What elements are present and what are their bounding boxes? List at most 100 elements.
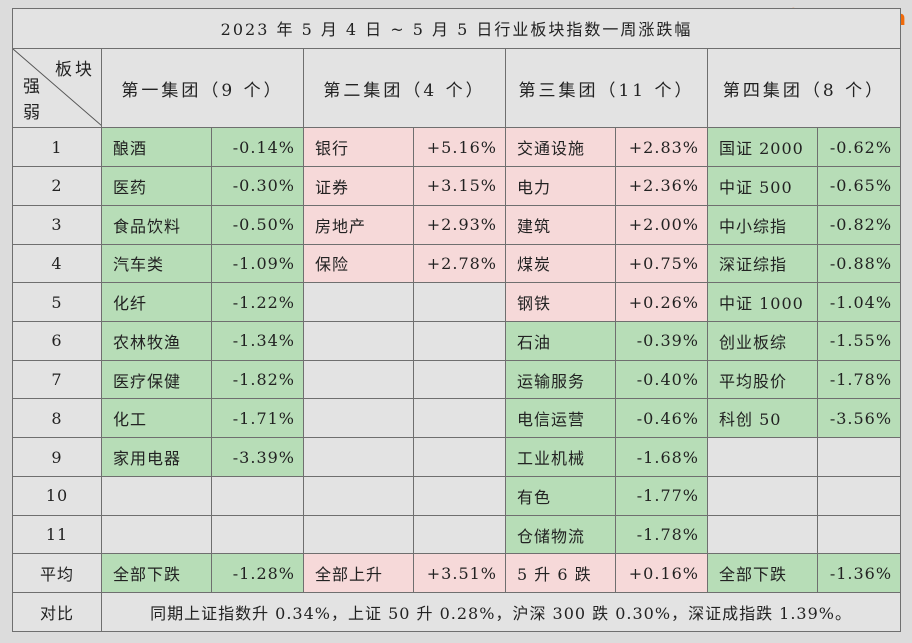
sector-change-cell: -1.77% [615, 475, 708, 516]
rank-cell: 2 [12, 166, 102, 206]
sector-change-cell: -3.56% [816, 398, 902, 439]
sector-name-cell: 钢铁 [505, 282, 616, 322]
sector-name-cell: 仓储物流 [505, 514, 616, 555]
sector-change-cell: +2.78% [413, 243, 506, 284]
sector-name-cell: 农林牧渔 [101, 320, 212, 361]
sector-name-cell [707, 475, 818, 516]
sector-change-cell: -3.39% [211, 437, 304, 477]
average-summary-cell: 全部下跌 [707, 553, 818, 594]
sector-name-cell: 医疗保健 [101, 359, 212, 400]
sector-name-cell: 交通设施 [505, 127, 616, 168]
rank-cell: 10 [12, 475, 102, 516]
table-row: 1 酿酒 -0.14% 银行 +5.16% 交通设施 +2.83% 国证 2000 -0.62% [12, 127, 902, 168]
sector-name-cell [303, 282, 414, 322]
sector-name-cell: 中证 500 [707, 166, 818, 206]
sector-name-cell: 房地产 [303, 204, 414, 245]
sector-change-cell: -1.68% [615, 437, 708, 477]
sector-change-cell [413, 320, 506, 361]
sector-name-cell [303, 398, 414, 439]
sector-name-cell: 运输服务 [505, 359, 616, 400]
group-header-4: 第四集团（8 个） [706, 47, 902, 129]
sector-change-cell: +0.75% [615, 243, 708, 284]
sector-name-cell: 汽车类 [101, 243, 212, 284]
sector-change-cell: +3.15% [413, 166, 506, 206]
sector-name-cell [303, 437, 414, 477]
sector-change-cell [816, 514, 902, 555]
corner-header: 板块 强 弱 [12, 47, 102, 129]
sector-change-cell [413, 282, 506, 322]
table-row: 9 家用电器 -3.39% 工业机械 -1.68% [12, 437, 902, 477]
sector-change-cell: -1.71% [211, 398, 304, 439]
sector-name-cell: 科创 50 [707, 398, 818, 439]
sector-name-cell: 中证 1000 [707, 282, 818, 322]
average-row: 平均 全部下跌 -1.28% 全部上升 +3.51% 5 升 6 跌 +0.16% 全部下跌 -… [12, 553, 902, 594]
sector-change-cell [211, 514, 304, 555]
sector-name-cell: 中小综指 [707, 204, 818, 245]
sector-change-cell: -1.78% [816, 359, 902, 400]
rank-cell: 4 [12, 243, 102, 284]
sector-name-cell [303, 359, 414, 400]
sector-index-table: 2023 年 5 月 4 日 ~ 5 月 5 日行业板块指数一周涨跌幅 板块 强… [11, 8, 902, 632]
sector-name-cell: 有色 [505, 475, 616, 516]
sector-name-cell: 建筑 [505, 204, 616, 245]
sector-name-cell: 煤炭 [505, 243, 616, 284]
rank-cell: 7 [12, 359, 102, 400]
sector-name-cell: 保险 [303, 243, 414, 284]
sector-name-cell [707, 514, 818, 555]
sector-change-cell [413, 475, 506, 516]
sector-name-cell: 酿酒 [101, 127, 212, 168]
rank-cell: 8 [12, 398, 102, 439]
rank-cell: 3 [12, 204, 102, 245]
average-change-cell: -1.36% [816, 553, 902, 594]
sector-name-cell [303, 475, 414, 516]
comparison-row: 对比 同期上证指数升 0.34%，上证 50 升 0.28%，沪深 300 跌 0… [12, 592, 902, 632]
sector-change-cell: +2.83% [615, 127, 708, 168]
sector-change-cell: +2.36% [615, 166, 708, 206]
sector-change-cell: -0.50% [211, 204, 304, 245]
sector-name-cell: 电信运营 [505, 398, 616, 439]
sector-name-cell: 平均股价 [707, 359, 818, 400]
group-header-row: 板块 强 弱 第一集团（9 个） 第二集团（4 个） 第三集团（11 个） 第四… [12, 47, 902, 129]
average-change-cell: +3.51% [413, 553, 506, 594]
group-header-1: 第一集团（9 个） [101, 47, 304, 129]
average-label: 平均 [12, 553, 102, 594]
sector-name-cell: 医药 [101, 166, 212, 206]
sector-name-cell: 家用电器 [101, 437, 212, 477]
sector-name-cell: 工业机械 [505, 437, 616, 477]
sector-change-cell: +2.93% [413, 204, 506, 245]
sector-change-cell: -0.14% [211, 127, 304, 168]
sector-change-cell: +0.26% [615, 282, 708, 322]
sector-name-cell: 化纤 [101, 282, 212, 322]
sector-name-cell: 电力 [505, 166, 616, 206]
sector-name-cell: 深证综指 [707, 243, 818, 284]
sector-name-cell [303, 320, 414, 361]
group-header-3: 第三集团（11 个） [505, 47, 708, 129]
title-row: 2023 年 5 月 4 日 ~ 5 月 5 日行业板块指数一周涨跌幅 [11, 8, 902, 49]
table-row: 4 汽车类 -1.09% 保险 +2.78% 煤炭 +0.75% 深证综指 -0.88% [12, 243, 902, 284]
corner-label-strong: 强 [23, 76, 43, 97]
sector-name-cell [101, 514, 212, 555]
sector-name-cell: 银行 [303, 127, 414, 168]
sector-name-cell: 食品饮料 [101, 204, 212, 245]
sector-change-cell: -0.82% [816, 204, 902, 245]
sector-name-cell: 化工 [101, 398, 212, 439]
sector-change-cell: -0.40% [615, 359, 708, 400]
sector-change-cell: +5.16% [413, 127, 506, 168]
sector-name-cell: 国证 2000 [707, 127, 818, 168]
sector-change-cell [413, 359, 506, 400]
table-row: 10 有色 -1.77% [12, 475, 902, 516]
table-row: 7 医疗保健 -1.82% 运输服务 -0.40% 平均股价 -1.78% [12, 359, 902, 400]
comparison-text: 同期上证指数升 0.34%，上证 50 升 0.28%，沪深 300 跌 0.3… [100, 592, 902, 632]
sector-change-cell: -0.88% [816, 243, 902, 284]
rank-cell: 9 [12, 437, 102, 477]
table-row: 5 化纤 -1.22% 钢铁 +0.26% 中证 1000 -1.04% [12, 282, 902, 322]
average-summary-cell: 5 升 6 跌 [505, 553, 616, 594]
rank-cell: 6 [12, 320, 102, 361]
sector-change-cell: -1.82% [211, 359, 304, 400]
sector-change-cell [413, 514, 506, 555]
sector-change-cell: -0.46% [615, 398, 708, 439]
sector-name-cell: 创业板综 [707, 320, 818, 361]
sector-change-cell [816, 437, 902, 477]
table-row: 3 食品饮料 -0.50% 房地产 +2.93% 建筑 +2.00% 中小综指 -0.82% [12, 204, 902, 245]
